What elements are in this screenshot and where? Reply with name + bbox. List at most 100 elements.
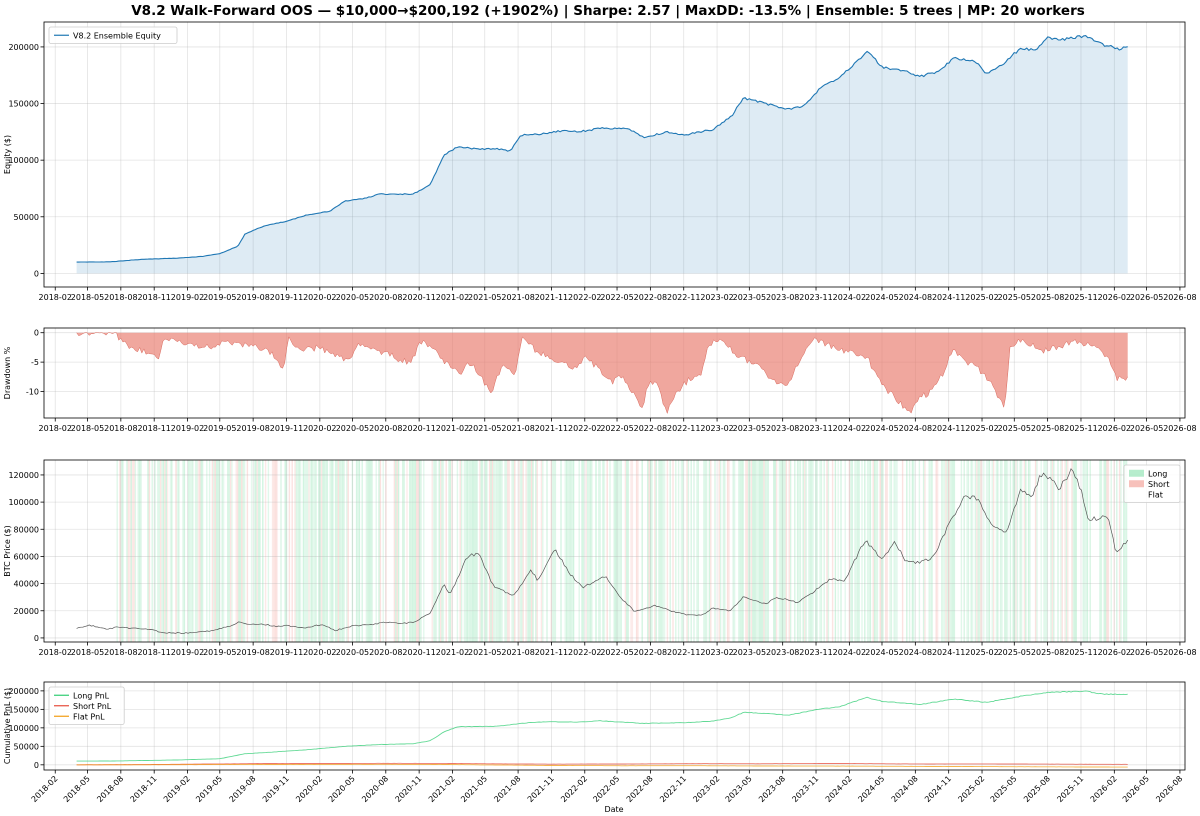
x-tick-label: 2025-05	[989, 774, 1019, 804]
regime-stripe	[631, 460, 634, 642]
regime-stripe	[1082, 460, 1084, 642]
x-tick-label: 2021-05	[468, 424, 501, 433]
regime-stripe	[312, 460, 314, 642]
regime-stripe	[285, 460, 288, 642]
regime-stripe	[500, 460, 502, 642]
regime-stripe	[255, 460, 257, 642]
x-tick-label: 2020-02	[303, 648, 336, 657]
regime-stripe	[495, 460, 498, 642]
regime-stripe	[823, 460, 825, 642]
regime-stripe	[445, 460, 447, 642]
regime-stripe	[497, 460, 499, 642]
regime-stripe	[1051, 460, 1054, 642]
regime-stripe	[966, 460, 968, 642]
x-tick-label: 2026-05	[1130, 648, 1163, 657]
regime-stripe	[332, 460, 334, 642]
regime-stripe	[274, 460, 277, 642]
regime-stripe	[703, 460, 705, 642]
regime-stripe	[1005, 460, 1007, 642]
regime-stripe	[214, 460, 216, 642]
regime-stripe	[708, 460, 711, 642]
regime-stripe	[522, 460, 524, 642]
regime-stripe	[789, 460, 792, 642]
regime-stripe	[472, 460, 474, 642]
regime-stripe	[766, 460, 768, 642]
regime-stripe	[705, 460, 708, 642]
x-tick-label: 2019-05	[194, 774, 224, 804]
x-tick-label: 2026-02	[1089, 774, 1119, 804]
regime-stripe	[997, 460, 999, 642]
regime-stripe	[976, 460, 978, 642]
regime-stripe	[752, 460, 754, 642]
regime-stripe	[635, 460, 638, 642]
regime-stripe	[395, 460, 397, 642]
regime-stripe	[719, 460, 722, 642]
regime-stripe	[722, 460, 725, 642]
regime-stripe	[733, 460, 736, 642]
y-tick-label: 200000	[8, 687, 39, 696]
regime-stripe	[995, 460, 998, 642]
x-tick-label: 2026-08	[1154, 774, 1184, 804]
regime-stripe	[330, 460, 333, 642]
y-tick-label: 60000	[14, 552, 39, 561]
regime-stripe	[627, 460, 629, 642]
regime-stripe	[311, 460, 313, 642]
regime-stripe	[227, 460, 229, 642]
regime-stripe	[659, 460, 662, 642]
regime-stripe	[221, 460, 223, 642]
regime-stripe	[1057, 460, 1059, 642]
regime-stripe	[253, 460, 256, 642]
x-tick-label: 2022-11	[667, 648, 700, 657]
regime-stripe	[1061, 460, 1063, 642]
x-tick-label: 2025-08	[1031, 648, 1064, 657]
regime-stripe	[1020, 460, 1023, 642]
regime-stripe	[322, 460, 324, 642]
x-tick-label: 2018-08	[95, 774, 125, 804]
regime-stripe	[319, 460, 321, 642]
y-tick-label: 120000	[8, 471, 39, 480]
regime-stripe	[465, 460, 467, 642]
x-tick-label: 2022-05	[600, 648, 633, 657]
regime-stripe	[414, 460, 417, 642]
x-tick-label: 2019-02	[171, 648, 204, 657]
regime-stripe	[456, 460, 459, 642]
regime-stripe	[351, 460, 354, 642]
regime-stripe	[946, 460, 949, 642]
x-tick-label: 2021-08	[492, 774, 522, 804]
regime-stripe	[451, 460, 453, 642]
regime-stripe	[740, 460, 743, 642]
x-tick-label: 2025-05	[998, 424, 1031, 433]
regime-stripe	[460, 460, 463, 642]
x-tick-label: 2018-11	[137, 424, 170, 433]
regime-stripe	[1104, 460, 1107, 642]
regime-stripe	[187, 460, 190, 642]
regime-stripe	[868, 460, 870, 642]
regime-stripe	[222, 460, 225, 642]
axes-frame	[43, 21, 1186, 288]
regime-stripe	[922, 460, 925, 642]
regime-stripe	[649, 460, 652, 642]
x-tick-label: 2019-08	[236, 648, 269, 657]
x-tick-label: 2025-08	[1031, 293, 1064, 302]
regime-stripe	[988, 460, 991, 642]
regime-stripe	[196, 460, 198, 642]
x-tick-label: 2025-05	[998, 648, 1031, 657]
x-tick-label: 2025-11	[1064, 293, 1097, 302]
regime-stripe	[512, 460, 515, 642]
x-tick-label: 2020-08	[369, 424, 402, 433]
x-tick-label: 2020-05	[336, 424, 369, 433]
regime-stripe	[347, 460, 349, 642]
x-tick-label: 2021-02	[427, 774, 457, 804]
x-tick-label: 2024-11	[932, 648, 965, 657]
regime-stripe	[886, 460, 888, 642]
x-tick-label: 2020-08	[369, 648, 402, 657]
x-tick-label: 2023-11	[790, 774, 820, 804]
regime-stripe	[175, 460, 177, 642]
regime-stripe	[241, 460, 243, 642]
chart-title: V8.2 Walk-Forward OOS — $10,000→$200,192…	[131, 3, 1085, 19]
x-tick-label: 2026-02	[1098, 424, 1131, 433]
x-tick-label: 2024-08	[899, 648, 932, 657]
